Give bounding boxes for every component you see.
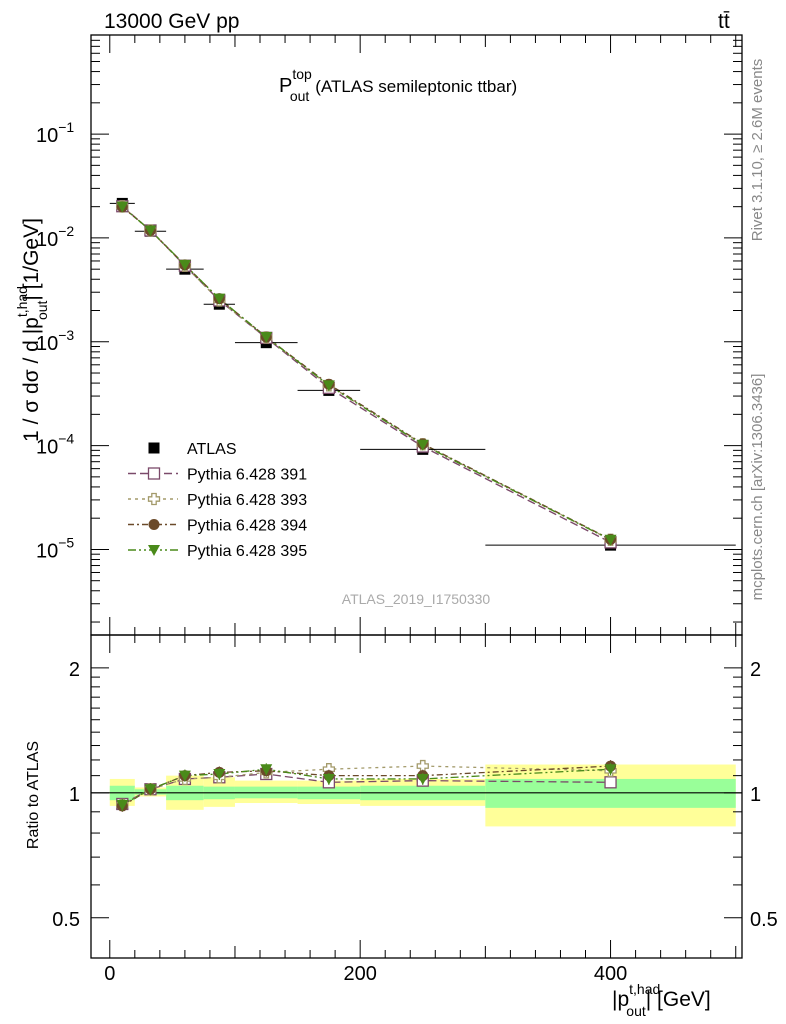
- ratio-y-ticks: 2 2 1 1 0.5 0.5: [52, 659, 778, 931]
- series-point-3: [416, 439, 429, 451]
- ylabel-sup: t,had: [14, 286, 30, 317]
- analysis-watermark: ATLAS_2019_I1750330: [342, 591, 491, 607]
- xaxis-label: |pt,had out| [GeV]: [612, 981, 711, 1019]
- ratio-ytick-label-right: 1: [750, 784, 761, 806]
- main-ylabel: 1 / σ dσ / d |pt,had out| [1/GeV]: [14, 218, 50, 442]
- series-point-3: [213, 293, 226, 305]
- rivet-label: Rivet 3.1.10, ≥ 2.6M events: [749, 59, 766, 242]
- series-point-3: [178, 259, 191, 271]
- legend-marker-3: [148, 545, 160, 556]
- ratio-ytick-label: 1: [69, 784, 80, 806]
- ratio-bands: [91, 764, 742, 827]
- series-point-3: [604, 534, 617, 546]
- main-ytick-label: 10−1: [36, 119, 74, 147]
- ratio-point-3: [116, 799, 129, 811]
- series-point-3: [322, 380, 335, 392]
- series-point-3: [116, 201, 129, 213]
- xtick-label: 400: [594, 963, 627, 985]
- main-ytick-label: 10−3: [36, 327, 74, 355]
- legend-label: Pythia 6.428 395: [187, 543, 307, 560]
- series-point-3: [144, 225, 157, 237]
- series-line-2: [121, 206, 611, 541]
- legend: ATLAS Pythia 6.428 391 Pythia 6.428 393 Pyt…: [128, 441, 307, 560]
- xlabel-sup: t,had: [629, 981, 660, 997]
- main-series-points: [109, 197, 736, 551]
- legend-label: Pythia 6.428 394: [187, 518, 307, 535]
- legend-marker-2: [148, 519, 160, 530]
- process-label: tt̄: [718, 10, 730, 33]
- legend-label: ATLAS: [187, 441, 237, 458]
- legend-marker-atlas: [148, 442, 160, 454]
- series-line-3: [121, 206, 611, 541]
- ratio-ytick-label: 2: [69, 659, 80, 681]
- series-line-1: [121, 205, 611, 541]
- series-point-3: [260, 332, 273, 344]
- title-sup: top: [292, 66, 312, 82]
- main-y-ticks: 10−1 10−2 10−3 10−4 10−5: [36, 34, 742, 623]
- main-ytick-label: 10−5: [36, 534, 74, 562]
- ylabel-sub: out: [34, 300, 50, 320]
- ratio-point-3: [213, 769, 226, 781]
- ratio-axes-frame: [90, 634, 743, 959]
- xlabel-base: |p: [612, 988, 629, 1011]
- ratio-point-0: [604, 776, 617, 789]
- main-title: Ptop out (ATLAS semileptonic ttbar): [279, 66, 517, 104]
- xtick-label: 0: [104, 963, 115, 985]
- ratio-point-3: [604, 764, 617, 776]
- mcplots-label: mcplots.cern.ch [arXiv:1306.3436]: [749, 374, 766, 601]
- ratio-point-3: [322, 773, 335, 785]
- legend-label: Pythia 6.428 391: [187, 467, 307, 484]
- main-ytick-label: 10−4: [36, 431, 74, 459]
- beam-label: 13000 GeV pp: [104, 10, 239, 33]
- ratio-ylabel: Ratio to ATLAS: [25, 741, 42, 849]
- legend-label: Pythia 6.428 393: [187, 492, 307, 509]
- xlabel-sub: out: [626, 1003, 646, 1019]
- ratio-point-3: [260, 764, 273, 776]
- legend-marker-1: [147, 492, 161, 506]
- ratio-point-3: [416, 773, 429, 785]
- legend-marker-0: [147, 467, 161, 480]
- xtick-label: 200: [343, 963, 376, 985]
- ratio-frame: [90, 634, 743, 959]
- ratio-ytick-label: 0.5: [52, 909, 80, 931]
- series-line-0: [121, 205, 611, 543]
- title-rest: (ATLAS semileptonic ttbar): [315, 77, 517, 96]
- main-ytick-label: 10−2: [36, 223, 74, 251]
- xlabel-unit: | [GeV]: [646, 988, 711, 1011]
- ratio-line-1: [121, 765, 611, 806]
- ylabel-unit: | [1/GeV]: [20, 218, 43, 301]
- ratio-ytick-label-right: 0.5: [750, 909, 778, 931]
- title-base: P: [279, 75, 292, 97]
- ratio-ytick-label-right: 2: [750, 659, 761, 681]
- ylabel-text: 1 / σ dσ / d |p: [20, 317, 43, 442]
- ratio-point-3: [144, 784, 157, 796]
- ratio-series-points: [116, 759, 617, 812]
- title-sub: out: [290, 88, 310, 104]
- x-ticks: 0 200 400: [104, 35, 737, 985]
- ratio-point-3: [178, 770, 191, 782]
